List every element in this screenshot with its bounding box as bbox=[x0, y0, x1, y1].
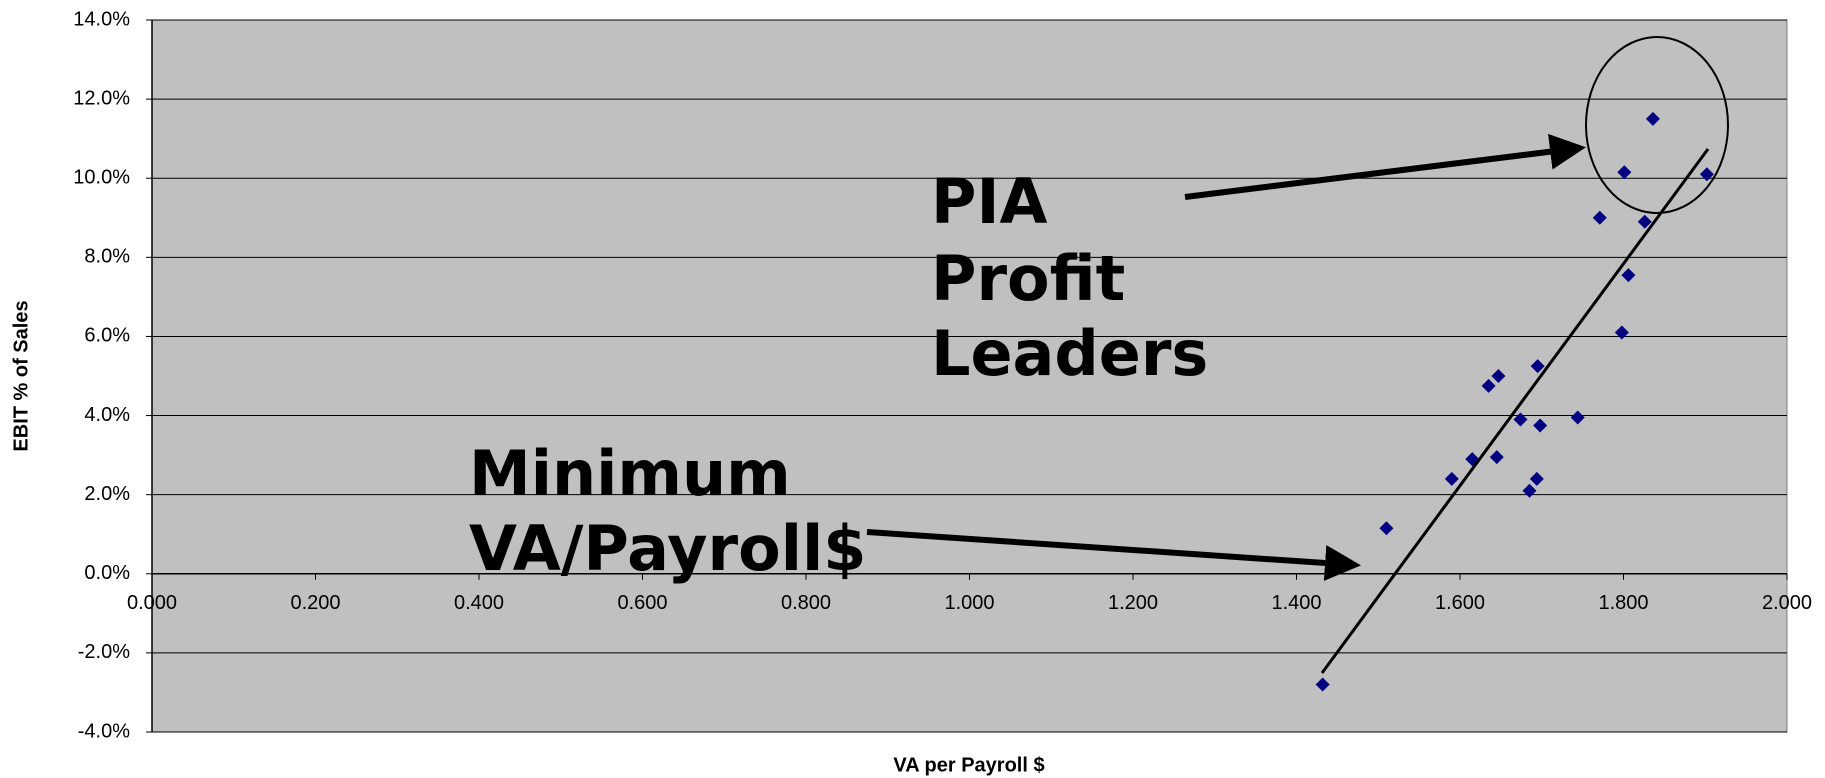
point bbox=[1379, 521, 1394, 536]
x-tick-label: 1.400 bbox=[1271, 592, 1321, 614]
x-axis-title: VA per Payroll $ bbox=[893, 754, 1044, 776]
x-tick-label: 1.600 bbox=[1435, 592, 1485, 614]
y-tick-label: 12.0% bbox=[73, 87, 130, 109]
y-tick-label: -2.0% bbox=[78, 641, 130, 663]
point bbox=[1491, 369, 1506, 383]
annotation: VA/Payroll$ bbox=[469, 512, 866, 585]
y-tick-label: 10.0% bbox=[73, 167, 130, 189]
point bbox=[1529, 471, 1544, 486]
highlight-ellipse bbox=[1585, 36, 1729, 214]
x-tick-label: 1.800 bbox=[1598, 592, 1648, 614]
annotation: Profit bbox=[931, 242, 1125, 315]
point bbox=[1315, 677, 1330, 692]
point bbox=[1513, 412, 1528, 427]
x-tick-label: 0.200 bbox=[290, 592, 340, 614]
trend-line bbox=[1320, 148, 1710, 674]
x-tick-label: 0.400 bbox=[454, 592, 504, 614]
x-tick-label: 0.000 bbox=[127, 592, 177, 614]
point bbox=[1621, 268, 1636, 283]
point bbox=[1617, 165, 1632, 180]
point bbox=[1481, 378, 1496, 393]
x-tick-label: 0.800 bbox=[781, 592, 831, 614]
x-tick-label: 1.200 bbox=[1108, 592, 1158, 614]
y-tick-label: 14.0% bbox=[73, 8, 130, 30]
x-tick-label: 1.000 bbox=[944, 592, 994, 614]
point bbox=[1570, 410, 1585, 425]
annotation: Leaders bbox=[931, 317, 1208, 390]
point bbox=[1444, 471, 1459, 486]
annotation: Minimum bbox=[469, 437, 791, 510]
arrow bbox=[866, 529, 1361, 581]
point bbox=[1699, 167, 1714, 182]
point bbox=[1530, 359, 1545, 374]
point bbox=[1614, 325, 1629, 340]
point bbox=[1533, 418, 1548, 433]
point bbox=[1592, 210, 1607, 225]
point bbox=[1637, 214, 1652, 229]
y-tick-label: 8.0% bbox=[84, 246, 130, 268]
y-tick-label: 4.0% bbox=[84, 404, 130, 426]
x-tick-label: 0.600 bbox=[617, 592, 667, 614]
y-tick-label: 2.0% bbox=[84, 483, 130, 505]
point bbox=[1489, 450, 1504, 465]
arrow bbox=[1184, 133, 1586, 200]
point bbox=[1522, 483, 1537, 498]
y-tick-label: 6.0% bbox=[84, 325, 130, 347]
y-tick-label: -4.0% bbox=[78, 720, 130, 742]
x-tick-label: 2.000 bbox=[1762, 592, 1812, 614]
y-axis-title: EBIT % of Sales bbox=[10, 300, 32, 451]
annotation: PIA bbox=[931, 165, 1048, 238]
y-tick-label: 0.0% bbox=[84, 562, 130, 584]
point bbox=[1645, 111, 1660, 126]
plot-area bbox=[151, 19, 1788, 733]
